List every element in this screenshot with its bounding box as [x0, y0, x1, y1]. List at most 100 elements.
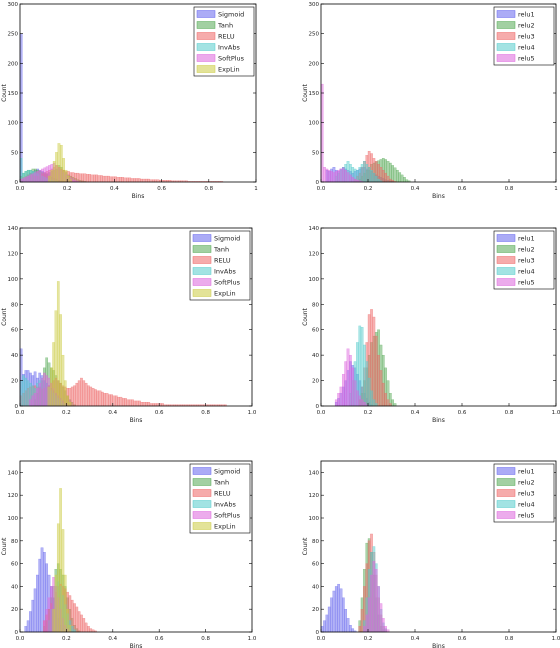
legend-label-tanh: Tanh	[217, 22, 233, 30]
bar-explin-9	[69, 178, 73, 183]
bar-relu4-10	[372, 399, 376, 407]
bar-sigmoid-0	[24, 626, 28, 633]
bar-relu1-7	[337, 583, 340, 633]
bar-relu5-7	[337, 169, 340, 183]
bar-relu-14	[75, 606, 79, 633]
y-tick-label: 150	[8, 91, 19, 97]
bar-relu-49	[133, 400, 137, 407]
bar-relu3-15	[388, 178, 392, 183]
bar-softplus-3	[36, 388, 39, 407]
legend-label-tanh: Tanh	[213, 479, 229, 487]
legend-swatch-sigmoid	[196, 10, 216, 18]
bars	[320, 533, 390, 633]
bar-relu5-11	[360, 399, 364, 407]
bar-softplus-4	[29, 174, 32, 183]
bar-relu5-7	[379, 603, 383, 633]
bar-relu5-6	[377, 586, 380, 633]
bar-relu2-14	[391, 399, 394, 407]
bar-relu-24	[75, 382, 79, 407]
bar-relu-26	[80, 377, 83, 407]
legend-label-relu3: relu3	[518, 257, 535, 265]
legend-label-relu3: relu3	[518, 33, 535, 41]
y-tick-label: 120	[309, 493, 320, 499]
bar-relu5-7	[351, 367, 355, 407]
legend-label-sigmoid: Sigmoid	[214, 235, 240, 243]
bar-relu1-5	[332, 590, 336, 633]
y-tick-label: 50	[11, 150, 18, 156]
bar-relu-26	[81, 173, 84, 183]
legend-label-invabs: InvAbs	[214, 268, 236, 276]
bar-relu4-10	[358, 167, 362, 183]
y-tick-label: 80	[11, 539, 18, 545]
bar-softplus-7	[45, 375, 48, 407]
x-tick-label: 1.0	[552, 636, 560, 642]
y-tick-label: 200	[309, 61, 320, 67]
legend-swatch-explin	[192, 522, 212, 530]
y-tick-label: 0	[316, 180, 320, 186]
y-tick-label: 100	[8, 516, 19, 522]
bar-relu3-9	[379, 370, 383, 407]
bar-explin-4	[56, 281, 60, 407]
bar-relu5-5	[374, 569, 378, 633]
bar-explin-0	[47, 386, 51, 407]
bars	[24, 488, 97, 633]
legend: Sigmoid Tanh RELU InvAbs SoftPlus ExpLin	[189, 463, 251, 534]
bar-relu-53	[144, 178, 148, 183]
bar-relu3-14	[386, 175, 390, 183]
bar-relu-34	[100, 175, 103, 183]
bar-relu4-12	[363, 161, 366, 183]
bar-explin-3	[59, 488, 62, 633]
x-tick-label: 1.0	[248, 410, 257, 416]
x-tick-label: 0.8	[505, 186, 514, 192]
bar-explin-0	[48, 175, 51, 183]
legend-swatch-relu5	[496, 278, 516, 286]
legend-label-explin: ExpLin	[214, 523, 236, 531]
bar-relu1-10	[344, 609, 347, 633]
bar-invabs-10	[70, 626, 74, 633]
bar-explin-5	[63, 574, 67, 633]
bar-relu1-12	[349, 625, 352, 633]
bar-softplus-5	[40, 377, 44, 407]
legend-swatch-sigmoid	[192, 467, 212, 475]
x-tick-label: 0.4	[411, 636, 420, 642]
bar-relu5-6	[349, 354, 352, 407]
legend-label-relu: RELU	[218, 33, 235, 41]
bar-relu-25	[78, 173, 82, 183]
bar-relu5-4	[344, 361, 347, 407]
bar-softplus-7	[36, 171, 40, 183]
bar-relu-32	[94, 389, 97, 407]
bar-relu-48	[133, 178, 136, 183]
bar-softplus-0	[29, 399, 32, 407]
bar-explin-4	[61, 529, 65, 633]
x-axis-label: Bins	[432, 193, 445, 200]
legend-label-softplus: SoftPlus	[214, 512, 241, 520]
bar-relu-54	[145, 402, 148, 407]
bar-softplus-0	[43, 620, 46, 633]
legend-swatch-softplus	[192, 278, 212, 286]
legend-swatch-relu2	[496, 21, 516, 29]
bar-relu-37	[105, 393, 109, 407]
y-tick-label: 40	[312, 353, 319, 359]
x-tick-label: 0.6	[458, 186, 467, 192]
bar-relu3-10	[381, 382, 385, 407]
bar-softplus-11	[45, 166, 49, 183]
legend-label-relu4: relu4	[518, 501, 535, 509]
bar-relu-38	[108, 394, 111, 407]
y-tick-label: 250	[8, 32, 19, 38]
legend-label-relu1: relu1	[518, 468, 535, 476]
chart-panel-5: 0.0 0.2 0.4 0.6 0.8 1.0 0 20 40 60 80 100 120 140 Bins…	[1, 460, 257, 648]
bar-relu-44	[121, 398, 125, 407]
x-tick-label: 0.0	[16, 636, 25, 642]
y-axis-label: Count	[1, 307, 8, 325]
legend-label-relu: RELU	[214, 490, 231, 498]
bar-explin-5	[59, 314, 62, 407]
x-tick-label: 0.6	[458, 636, 467, 642]
y-tick-label: 100	[8, 121, 19, 127]
bar-invabs-1	[22, 375, 25, 407]
bar-relu3-0	[358, 626, 362, 633]
y-tick-label: 100	[309, 277, 320, 283]
legend-label-invabs: InvAbs	[218, 44, 240, 52]
bar-explin-8	[67, 175, 70, 183]
bar-relu-35	[102, 175, 106, 183]
